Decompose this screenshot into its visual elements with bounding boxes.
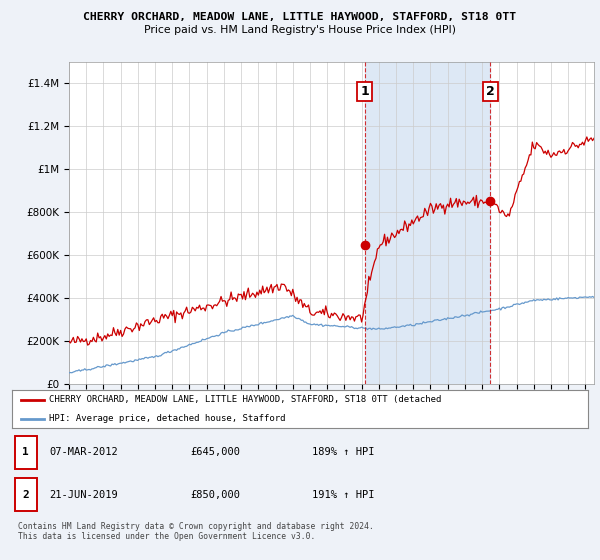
Text: 2: 2	[486, 85, 494, 98]
Text: HPI: Average price, detached house, Stafford: HPI: Average price, detached house, Staf…	[49, 414, 286, 423]
Text: £645,000: £645,000	[191, 447, 241, 457]
Text: £850,000: £850,000	[191, 489, 241, 500]
Text: Contains HM Land Registry data © Crown copyright and database right 2024.
This d: Contains HM Land Registry data © Crown c…	[18, 522, 374, 542]
Text: 21-JUN-2019: 21-JUN-2019	[49, 489, 118, 500]
Bar	[365, 62, 490, 384]
Bar	[15, 436, 37, 469]
Text: 189% ↑ HPI: 189% ↑ HPI	[311, 447, 374, 457]
Text: CHERRY ORCHARD, MEADOW LANE, LITTLE HAYWOOD, STAFFORD, ST18 0TT: CHERRY ORCHARD, MEADOW LANE, LITTLE HAYW…	[83, 12, 517, 22]
Text: CHERRY ORCHARD, MEADOW LANE, LITTLE HAYWOOD, STAFFORD, ST18 0TT (detached: CHERRY ORCHARD, MEADOW LANE, LITTLE HAYW…	[49, 395, 442, 404]
Text: 1: 1	[22, 447, 29, 457]
Text: 1: 1	[360, 85, 369, 98]
Text: 07-MAR-2012: 07-MAR-2012	[49, 447, 118, 457]
Text: 2: 2	[22, 489, 29, 500]
Bar	[15, 478, 37, 511]
Text: Price paid vs. HM Land Registry's House Price Index (HPI): Price paid vs. HM Land Registry's House …	[144, 25, 456, 35]
Text: 191% ↑ HPI: 191% ↑ HPI	[311, 489, 374, 500]
